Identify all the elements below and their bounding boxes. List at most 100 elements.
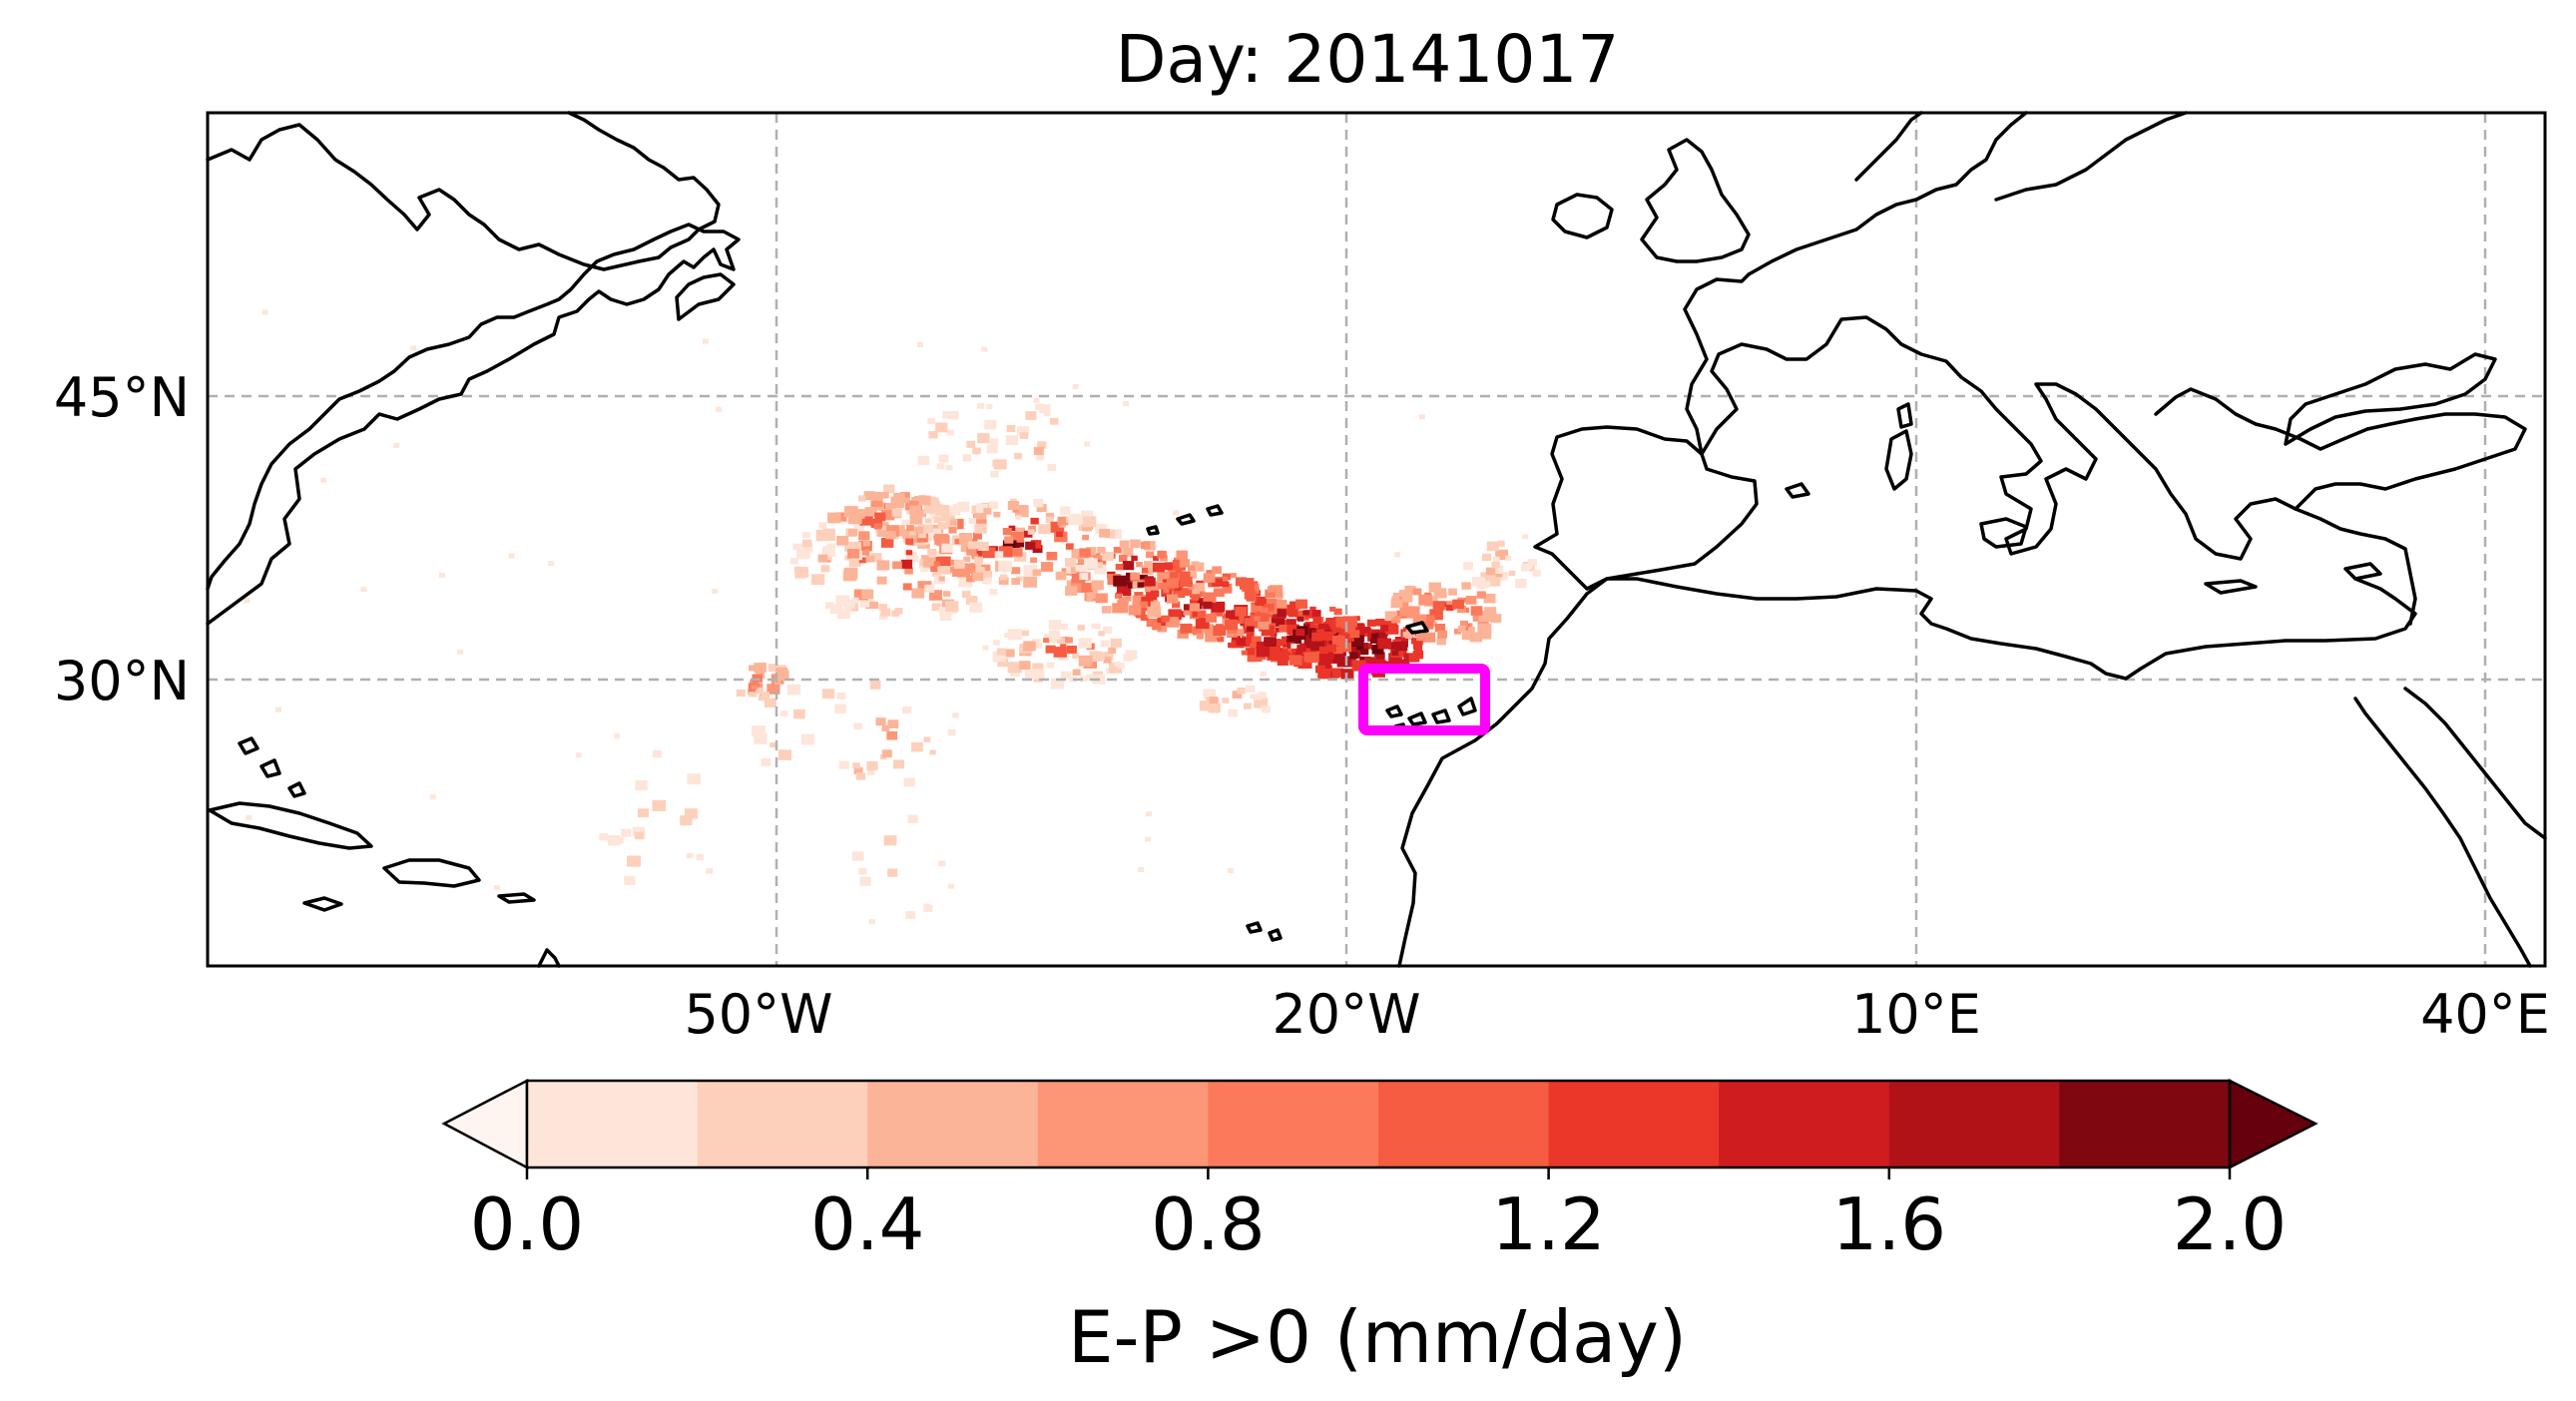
ep-cell xyxy=(904,567,913,575)
lon-label-10e: 10°E xyxy=(1851,983,1981,1046)
ep-cell xyxy=(901,519,910,527)
ep-cell xyxy=(818,522,827,529)
ep-cell xyxy=(1246,685,1256,694)
ep-cell xyxy=(1350,624,1365,636)
ep-cell xyxy=(1122,561,1135,571)
ep-cell xyxy=(1025,541,1036,550)
ep-cell xyxy=(1117,663,1125,670)
ep-cell xyxy=(1119,555,1128,562)
ep-cell xyxy=(869,681,881,690)
ep-cell xyxy=(1306,624,1315,631)
ep-cell xyxy=(908,533,921,543)
ep-cell xyxy=(786,684,801,696)
ep-cell xyxy=(789,558,798,565)
ep-cell xyxy=(1163,588,1170,594)
ep-cell xyxy=(1095,562,1104,569)
ep-cell xyxy=(1082,516,1097,528)
ep-cell xyxy=(1140,614,1149,622)
ep-cell xyxy=(984,419,997,430)
ep-cell xyxy=(360,587,367,593)
ep-cell xyxy=(1194,583,1206,592)
ep-cell xyxy=(1213,588,1225,598)
ep-cell xyxy=(852,762,860,769)
ep-cell xyxy=(874,512,886,522)
ep-cell xyxy=(765,698,776,707)
ep-cell xyxy=(1043,638,1050,643)
ep-cell xyxy=(1024,670,1037,680)
ep-cell xyxy=(1053,647,1067,658)
ep-cell xyxy=(1399,607,1411,617)
ep-cell xyxy=(892,759,904,769)
ep-cell xyxy=(1351,660,1366,672)
ep-cell xyxy=(1457,626,1466,633)
coast-jamaica xyxy=(302,896,343,912)
ep-cell xyxy=(800,543,813,553)
ep-cell xyxy=(1295,629,1305,637)
ep-cell xyxy=(1380,625,1388,632)
ep-cell xyxy=(966,575,975,583)
ep-cell xyxy=(1222,698,1230,703)
ep-cell xyxy=(1033,397,1040,403)
ep-cell xyxy=(957,567,970,578)
ep-cell xyxy=(851,597,859,604)
ep-cell xyxy=(859,596,874,608)
ep-cell xyxy=(1363,627,1370,633)
ep-cell xyxy=(834,512,847,522)
ep-cell xyxy=(1269,585,1284,597)
ep-cell xyxy=(1146,551,1155,559)
ep-cell xyxy=(883,835,897,846)
ep-cell xyxy=(948,506,961,516)
ep-cell xyxy=(1176,550,1188,560)
colorbar-ticks: 0.0 0.4 0.8 1.2 1.6 2.0 xyxy=(470,1168,2287,1266)
ep-cell xyxy=(1331,635,1345,647)
ep-cell xyxy=(937,522,947,530)
ep-cell xyxy=(870,518,882,528)
ep-cell xyxy=(938,454,949,463)
ep-cell xyxy=(702,338,709,344)
ep-cell xyxy=(1110,638,1122,648)
ep-cell xyxy=(1196,633,1204,640)
ep-cell xyxy=(923,904,933,912)
colorbar-swatch xyxy=(1208,1081,1379,1168)
ep-cell xyxy=(1132,595,1146,606)
ep-cell xyxy=(1005,435,1019,446)
ep-cell xyxy=(1267,651,1279,661)
ep-cell xyxy=(1228,642,1235,649)
ep-cell xyxy=(793,708,805,719)
ep-cell xyxy=(756,687,764,694)
ep-cell xyxy=(863,491,875,501)
ep-cell xyxy=(1161,615,1170,623)
colorbar: 0.0 0.4 0.8 1.2 1.6 2.0 E-P >0 (mm/day) xyxy=(441,1078,2318,1379)
ep-cell xyxy=(903,777,915,787)
colorbar-frame xyxy=(525,1079,2232,1169)
ep-cell xyxy=(802,532,810,538)
ep-cell xyxy=(1261,607,1269,614)
ep-cell xyxy=(1203,573,1216,583)
ep-cell xyxy=(1265,604,1275,612)
ep-cell xyxy=(938,576,945,582)
ep-cell xyxy=(1250,694,1257,700)
ep-cell xyxy=(982,645,989,651)
ep-cell xyxy=(1140,541,1151,550)
ep-cell xyxy=(548,561,555,567)
ep-cell xyxy=(754,663,767,674)
ep-cell xyxy=(870,497,883,507)
ep-cell xyxy=(836,692,846,700)
ep-cell xyxy=(1232,691,1243,699)
ep-cell xyxy=(1400,601,1409,608)
ep-cell xyxy=(858,557,867,564)
ep-cell xyxy=(867,769,875,776)
ep-cell xyxy=(976,402,985,409)
ep-cell xyxy=(1331,668,1343,678)
ep-cell xyxy=(1177,629,1189,639)
ep-cell xyxy=(939,611,952,622)
ep-cell xyxy=(1425,615,1435,623)
ep-cell xyxy=(1048,620,1062,630)
ep-cell xyxy=(1484,607,1497,617)
ep-cell xyxy=(948,883,955,889)
ep-cell xyxy=(984,571,993,578)
ep-cell xyxy=(1023,565,1038,577)
ep-cell xyxy=(938,860,946,867)
ep-cell xyxy=(1206,614,1217,623)
